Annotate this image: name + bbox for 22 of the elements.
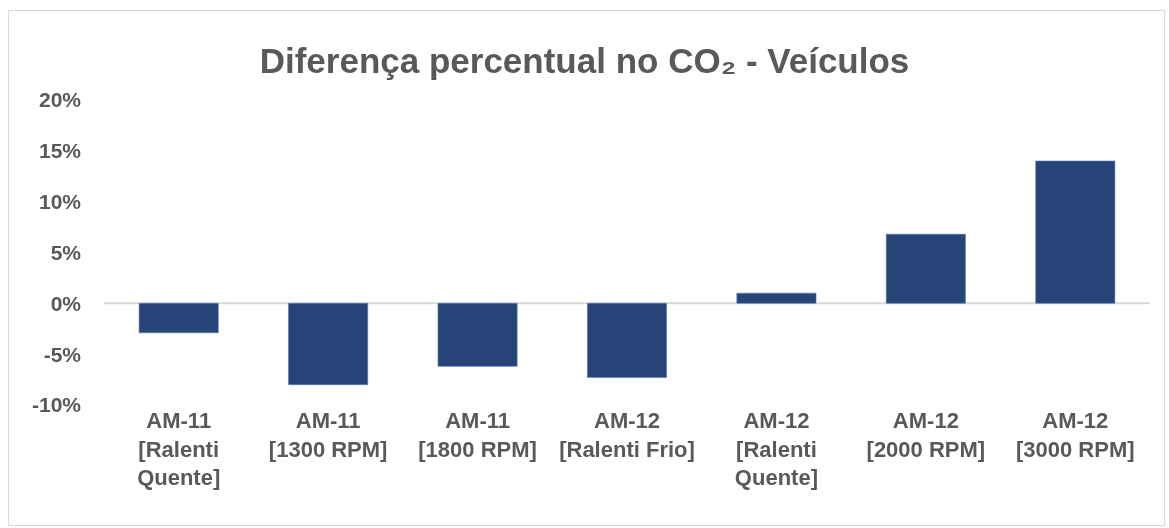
y-tick-label: -5% (43, 342, 82, 366)
bar (138, 303, 219, 334)
y-tick-label: 0% (50, 291, 82, 315)
x-tick-label: AM-12 [3000 RPM] (1015, 408, 1135, 462)
bar (1035, 160, 1116, 304)
x-tick-label: AM-12 [2000 RPM] (866, 408, 986, 462)
y-tick-label: -10% (31, 393, 82, 417)
x-tick-label: AM-11 [1300 RPM] (268, 408, 388, 462)
bar (736, 292, 817, 304)
bar (885, 233, 966, 304)
bar (587, 303, 667, 378)
bar (288, 303, 369, 385)
y-tick-label: 10% (38, 190, 82, 214)
y-tick-label: 20% (38, 88, 82, 112)
x-tick-label: AM-12 [Ralenti Quente] (734, 408, 818, 491)
x-tick-label: AM-12 [Ralenti Frio] (559, 408, 695, 462)
chart-title: Diferença percentual no CO₂ - Veículos (259, 40, 910, 80)
x-tick-label: AM-11 [1800 RPM] (418, 408, 537, 462)
y-tick-label: 5% (50, 240, 82, 264)
y-tick-label: 15% (38, 139, 82, 163)
bar (437, 303, 518, 367)
x-tick-label: AM-11 [Ralenti Quente] (137, 408, 221, 491)
